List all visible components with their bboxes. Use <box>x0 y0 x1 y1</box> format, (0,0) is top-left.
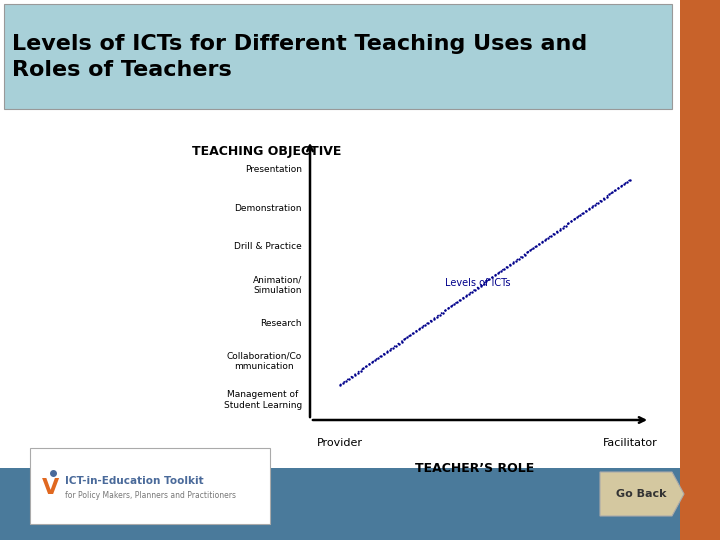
Text: Animation/
Simulation: Animation/ Simulation <box>253 275 302 295</box>
Text: V: V <box>42 478 59 498</box>
Text: Drill & Practice: Drill & Practice <box>234 242 302 251</box>
Text: Management of
Student Learning: Management of Student Learning <box>224 390 302 410</box>
Text: Levels of ICTs: Levels of ICTs <box>445 278 510 287</box>
Text: Collaboration/Co
mmunication: Collaboration/Co mmunication <box>227 352 302 372</box>
Text: ICT-in-Education Toolkit: ICT-in-Education Toolkit <box>65 476 204 486</box>
Text: TEACHING OBJECTIVE: TEACHING OBJECTIVE <box>192 145 341 158</box>
Bar <box>0 468 680 540</box>
Bar <box>0 110 680 468</box>
Text: Research: Research <box>261 319 302 328</box>
Text: Go Back: Go Back <box>616 489 666 499</box>
Text: Demonstration: Demonstration <box>235 204 302 213</box>
Text: Levels of ICTs for Different Teaching Uses and
Roles of Teachers: Levels of ICTs for Different Teaching Us… <box>12 34 588 80</box>
Bar <box>30 448 270 524</box>
Text: Provider: Provider <box>317 438 363 448</box>
Bar <box>4 4 672 109</box>
Text: Presentation: Presentation <box>245 165 302 174</box>
Bar <box>680 0 720 540</box>
Text: Facilitator: Facilitator <box>603 438 657 448</box>
Text: TEACHER’S ROLE: TEACHER’S ROLE <box>415 462 535 475</box>
Text: for Policy Makers, Planners and Practitioners: for Policy Makers, Planners and Practiti… <box>65 491 236 501</box>
FancyArrow shape <box>600 472 684 516</box>
